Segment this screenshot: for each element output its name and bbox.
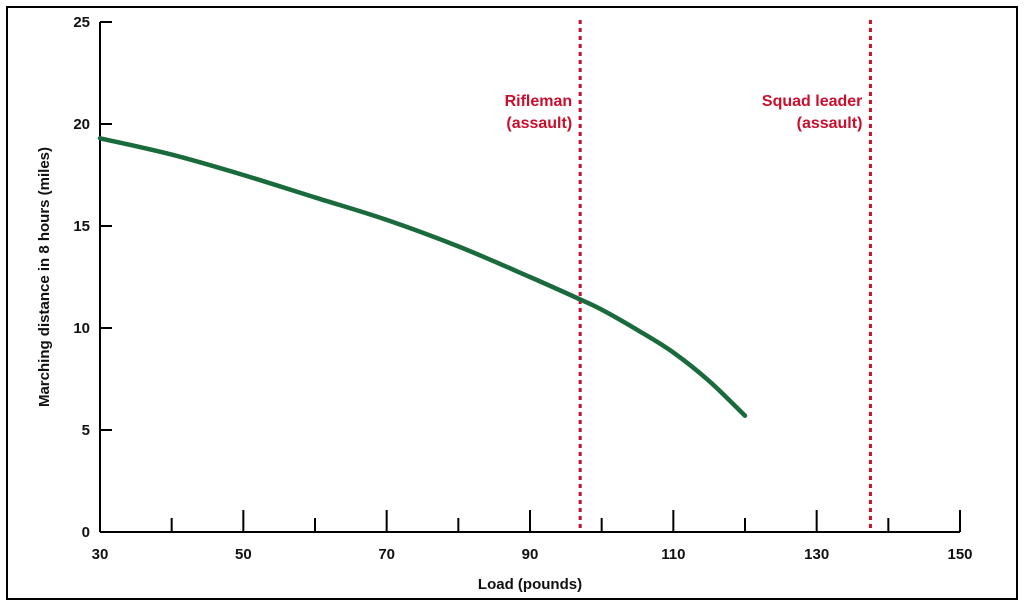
y-ticks: 0 5 10 15 20 25 — [73, 14, 112, 541]
series-group — [97, 136, 748, 418]
y-tick-label: 5 — [82, 422, 90, 439]
y-tick-label: 25 — [73, 14, 90, 31]
x-tick-label: 110 — [661, 546, 685, 563]
annotation-label: Rifleman — [505, 93, 573, 110]
annotations: Rifleman (assault) Squad leader (assault) — [505, 20, 872, 532]
series-line — [97, 136, 748, 418]
x-axis-title: Load (pounds) — [478, 576, 582, 593]
y-tick-label: 0 — [82, 524, 90, 541]
x-tick-label: 150 — [947, 546, 972, 563]
y-tick-label: 15 — [73, 218, 90, 235]
y-tick-label: 10 — [73, 320, 90, 337]
chart-frame — [6, 6, 1018, 600]
x-ticks: 30 50 70 90 110 130 150 — [92, 510, 973, 563]
x-tick-label: 130 — [804, 546, 829, 563]
x-tick-label: 50 — [235, 546, 252, 563]
annotation-label: Squad leader — [762, 93, 862, 110]
y-axis-title: Marching distance in 8 hours (miles) — [36, 147, 53, 407]
y-tick-label: 20 — [73, 116, 90, 133]
x-tick-label: 70 — [378, 546, 395, 563]
x-tick-label: 30 — [92, 546, 109, 563]
annotation-label: (assault) — [506, 115, 572, 132]
annotation-label: (assault) — [797, 115, 863, 132]
x-tick-label: 90 — [522, 546, 539, 563]
